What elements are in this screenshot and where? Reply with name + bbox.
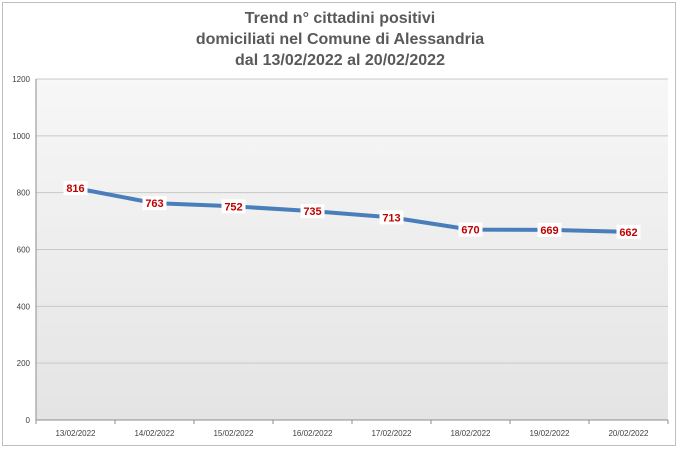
y-tick-label: 0 [26, 416, 31, 425]
data-label: 816 [66, 183, 84, 195]
y-tick-label: 800 [17, 189, 31, 198]
data-label-box [142, 196, 167, 211]
x-tick-label: 13/02/2022 [55, 429, 96, 438]
data-label: 763 [145, 198, 163, 210]
data-label: 713 [382, 212, 400, 224]
x-tick-label: 20/02/2022 [608, 429, 649, 438]
series-polyline [73, 186, 631, 234]
data-label-box [300, 204, 325, 219]
data-label: 735 [303, 206, 321, 218]
data-label-box [458, 222, 483, 237]
data-label-box [63, 181, 88, 196]
x-tick-label: 17/02/2022 [371, 429, 412, 438]
data-label: 662 [619, 227, 637, 239]
data-label-box [379, 210, 404, 225]
x-tick-label: 15/02/2022 [213, 429, 254, 438]
data-label-box [616, 224, 641, 239]
x-tick-label: 18/02/2022 [450, 429, 491, 438]
y-axis: 0 200 400 600 800 1000 1200 [12, 75, 37, 425]
data-label-box [221, 199, 246, 214]
y-tick-label: 600 [17, 246, 31, 255]
chart-title-line-3: dal 13/02/2022 al 20/02/2022 [235, 52, 445, 69]
x-tick-label: 16/02/2022 [292, 429, 333, 438]
x-tick-label: 14/02/2022 [134, 429, 175, 438]
chart-title-line-2: domiciliati nel Comune di Alessandria [195, 31, 485, 48]
y-tick-label: 200 [17, 359, 31, 368]
data-label: 669 [540, 225, 558, 237]
data-label-box [537, 222, 562, 237]
data-labels: 816 763 752 735 713 670 669 662 [63, 181, 641, 239]
data-label: 670 [461, 225, 479, 237]
x-tick-label: 19/02/2022 [529, 429, 570, 438]
data-label: 752 [224, 201, 242, 213]
y-tick-label: 400 [17, 302, 31, 311]
x-axis: 13/02/2022 14/02/2022 15/02/2022 16/02/2022… [35, 420, 669, 438]
chart-title-line-1: Trend n° cittadini positivi [244, 10, 436, 27]
y-tick-label: 1000 [12, 132, 30, 141]
chart-title: Trend n° cittadini positivi domiciliati … [0, 8, 680, 71]
y-tick-label: 1200 [12, 75, 30, 84]
